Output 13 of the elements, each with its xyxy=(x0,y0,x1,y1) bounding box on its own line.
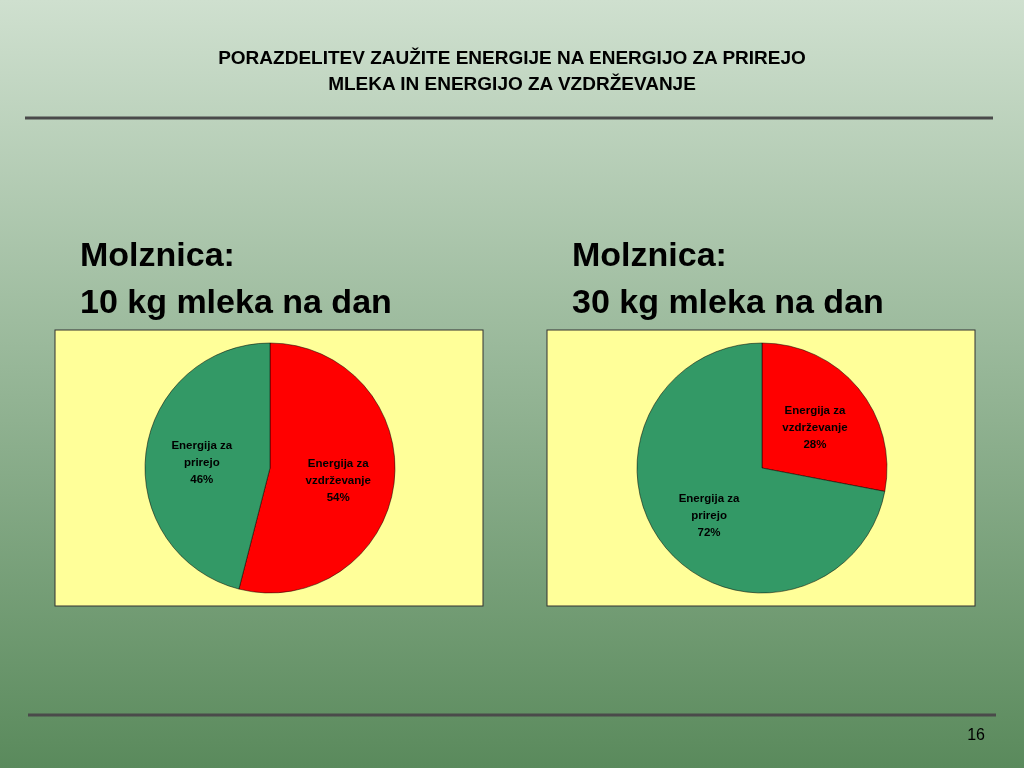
data-label: 54% xyxy=(326,490,350,503)
data-label: 28% xyxy=(803,438,827,451)
chart-title: Molznica: 30 kg mleka na dan xyxy=(572,235,884,320)
text: PORAZDELITEV ZAUŽITE ENERGIJE NA ENERGIJO ZA PRIREJO MLEKA IN ENERGIJO ZA VZDRŽEVANJE xyxy=(218,47,806,94)
chart-title: Molznica: 10 kg mleka na dan xyxy=(80,235,392,320)
slice-label: Energija za vzdrževanje xyxy=(782,404,848,434)
slice-label: Energija za vzdrževanje xyxy=(305,456,371,486)
text: 16 xyxy=(967,726,986,743)
data-label: 72% xyxy=(697,525,721,538)
data-label: 46% xyxy=(190,473,214,486)
slice-label: Energija za prirejo xyxy=(171,439,233,469)
pie-slice xyxy=(636,342,886,594)
slice-label: Energija za prirejo xyxy=(678,491,740,521)
